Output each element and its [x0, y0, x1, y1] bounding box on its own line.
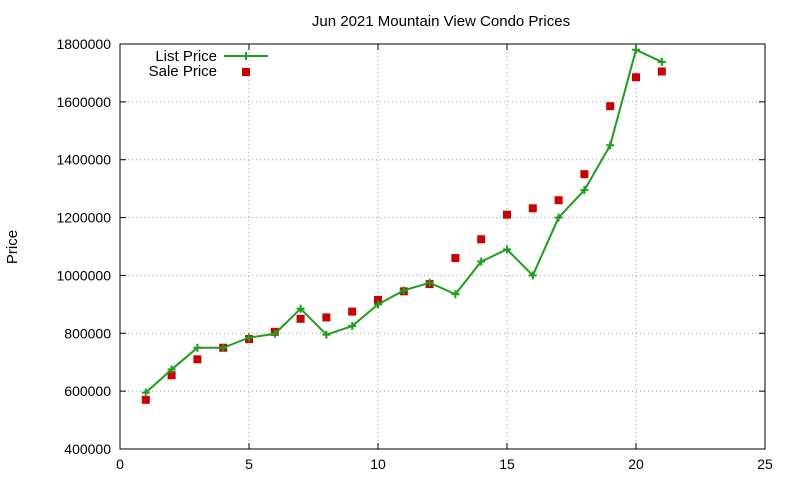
series-layer	[141, 45, 666, 404]
legend-label-sale-price: Sale Price	[149, 63, 217, 80]
list-price-point	[245, 333, 253, 342]
sale-price-point	[193, 355, 202, 364]
legend-swatch-sale-price	[242, 68, 250, 76]
sale-price-point	[477, 235, 486, 244]
y-tick-label: 1800000	[56, 36, 111, 52]
list-price-point	[193, 343, 202, 352]
x-tick-label: 0	[116, 456, 124, 472]
sale-price-point	[141, 395, 150, 404]
y-tick-label: 1400000	[56, 152, 111, 168]
axis-ticks: 0 5 10 15 20 25 400000 600000 800000 1000000 12000…	[56, 36, 773, 472]
sale-price-point	[554, 196, 563, 205]
chart-title: Jun 2021 Mountain View Condo Prices	[312, 13, 570, 30]
list-price-point	[657, 57, 666, 66]
sale-price-point	[657, 67, 666, 76]
list-price-point	[580, 186, 589, 195]
y-tick-label: 800000	[64, 325, 111, 341]
sale-price-point	[632, 73, 640, 82]
sale-price-point	[167, 371, 176, 380]
x-tick-label: 5	[245, 456, 253, 472]
y-axis-label: Price	[4, 230, 21, 264]
list-price-line	[145, 48, 663, 394]
list-price-point	[451, 290, 460, 299]
list-price-point	[167, 365, 176, 374]
list-price-point	[477, 257, 486, 266]
list-price-point	[632, 45, 640, 54]
sale-price-point	[296, 314, 305, 323]
sale-price-point	[580, 170, 589, 179]
sale-price-point	[528, 204, 537, 213]
y-tick-label: 1600000	[56, 94, 111, 110]
list-price-point	[503, 245, 511, 254]
list-price-point	[606, 141, 615, 150]
x-tick-label: 25	[757, 456, 773, 472]
sale-price-point	[606, 102, 615, 111]
list-price-point	[219, 343, 228, 352]
list-price-point	[322, 330, 331, 339]
list-price-point	[141, 388, 150, 397]
list-price-point	[296, 304, 305, 313]
list-price-point	[399, 286, 408, 295]
x-tick-label: 15	[499, 456, 515, 472]
list-price-point	[528, 271, 537, 280]
list-price-point	[554, 213, 563, 222]
legend-label-list-price: List Price	[155, 48, 217, 65]
plot-frame	[119, 43, 766, 450]
x-tick-label: 20	[628, 456, 644, 472]
y-tick-label: 1200000	[56, 210, 111, 226]
sale-price-point	[374, 296, 382, 305]
list-price-point	[348, 322, 357, 331]
y-tick-label: 1000000	[56, 267, 111, 283]
grid-lines	[120, 44, 765, 449]
sale-price-point	[451, 254, 460, 263]
sale-price-point	[322, 313, 331, 322]
list-price-point	[425, 278, 434, 287]
list-price-point	[270, 329, 279, 338]
sale-price-point	[348, 307, 357, 316]
list-price-point	[374, 300, 382, 309]
x-tick-label: 10	[370, 456, 386, 472]
y-tick-label: 400000	[64, 441, 111, 457]
y-tick-label: 600000	[64, 383, 111, 399]
sale-price-point	[503, 210, 511, 219]
